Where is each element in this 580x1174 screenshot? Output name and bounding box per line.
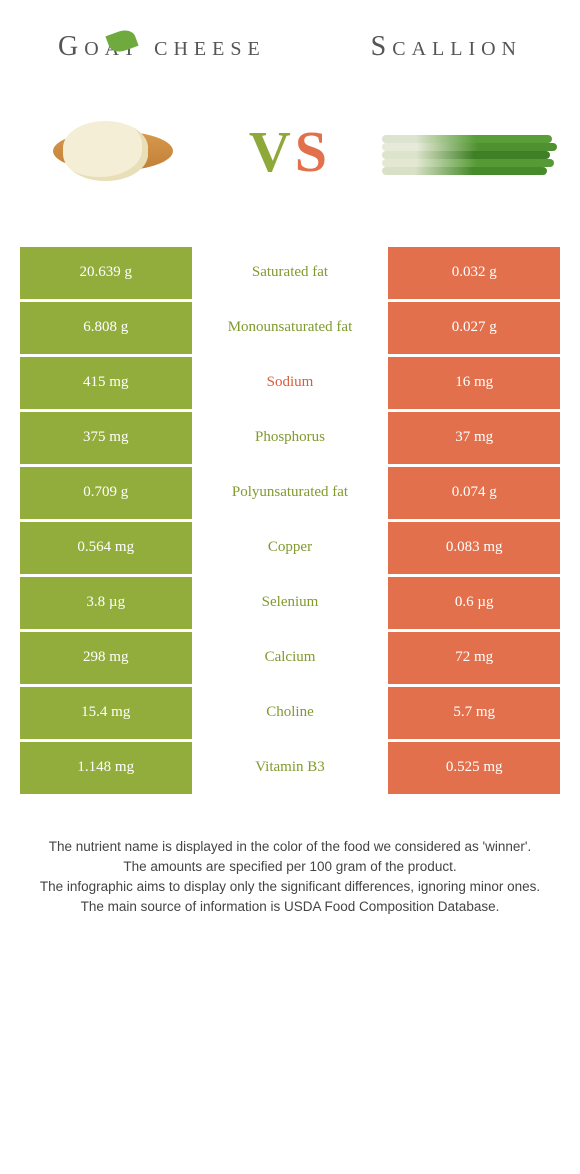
right-food-title: Scallion (371, 30, 522, 64)
table-row: 20.639 gSaturated fat0.032 g (20, 247, 560, 299)
footer-line: The nutrient name is displayed in the co… (38, 837, 542, 857)
nutrient-label: Vitamin B3 (194, 742, 387, 794)
nutrient-label: Calcium (194, 632, 387, 684)
right-value: 0.525 mg (388, 742, 560, 794)
right-value: 0.027 g (388, 302, 560, 354)
table-row: 1.148 mgVitamin B30.525 mg (20, 742, 560, 794)
footer-line: The amounts are specified per 100 gram o… (38, 857, 542, 877)
images-row: VS (18, 84, 562, 244)
nutrient-label: Copper (194, 522, 387, 574)
nutrient-label: Polyunsaturated fat (194, 467, 387, 519)
right-value: 5.7 mg (388, 687, 560, 739)
nutrient-label: Selenium (194, 577, 387, 629)
right-value: 37 mg (388, 412, 560, 464)
table-row: 15.4 mgCholine5.7 mg (20, 687, 560, 739)
left-value: 415 mg (20, 357, 192, 409)
right-value: 16 mg (388, 357, 560, 409)
table-row: 298 mgCalcium72 mg (20, 632, 560, 684)
nutrient-label: Phosphorus (194, 412, 387, 464)
left-food-image (28, 81, 198, 221)
left-value: 15.4 mg (20, 687, 192, 739)
footer-line: The infographic aims to display only the… (38, 877, 542, 897)
nutrient-label: Choline (194, 687, 387, 739)
right-value: 72 mg (388, 632, 560, 684)
left-value: 1.148 mg (20, 742, 192, 794)
table-row: 0.709 gPolyunsaturated fat0.074 g (20, 467, 560, 519)
right-value: 0.6 µg (388, 577, 560, 629)
footer-line: The main source of information is USDA F… (38, 897, 542, 917)
left-value: 3.8 µg (20, 577, 192, 629)
right-value: 0.032 g (388, 247, 560, 299)
right-food-image (382, 81, 552, 221)
nutrient-label: Sodium (194, 357, 387, 409)
vs-label: VS (249, 118, 331, 185)
left-value: 298 mg (20, 632, 192, 684)
nutrient-label: Saturated fat (194, 247, 387, 299)
nutrient-label: Monounsaturated fat (194, 302, 387, 354)
left-value: 375 mg (20, 412, 192, 464)
table-row: 3.8 µgSelenium0.6 µg (20, 577, 560, 629)
left-value: 0.564 mg (20, 522, 192, 574)
right-value: 0.083 mg (388, 522, 560, 574)
table-row: 415 mgSodium16 mg (20, 357, 560, 409)
table-row: 0.564 mgCopper0.083 mg (20, 522, 560, 574)
table-row: 6.808 gMonounsaturated fat0.027 g (20, 302, 560, 354)
left-value: 6.808 g (20, 302, 192, 354)
header: Goat cheese Scallion (18, 20, 562, 84)
left-value: 20.639 g (20, 247, 192, 299)
left-food-title: Goat cheese (58, 30, 266, 64)
table-row: 375 mgPhosphorus37 mg (20, 412, 560, 464)
right-value: 0.074 g (388, 467, 560, 519)
left-value: 0.709 g (20, 467, 192, 519)
footer-notes: The nutrient name is displayed in the co… (18, 797, 562, 928)
comparison-table: 20.639 gSaturated fat0.032 g6.808 gMonou… (18, 244, 562, 797)
